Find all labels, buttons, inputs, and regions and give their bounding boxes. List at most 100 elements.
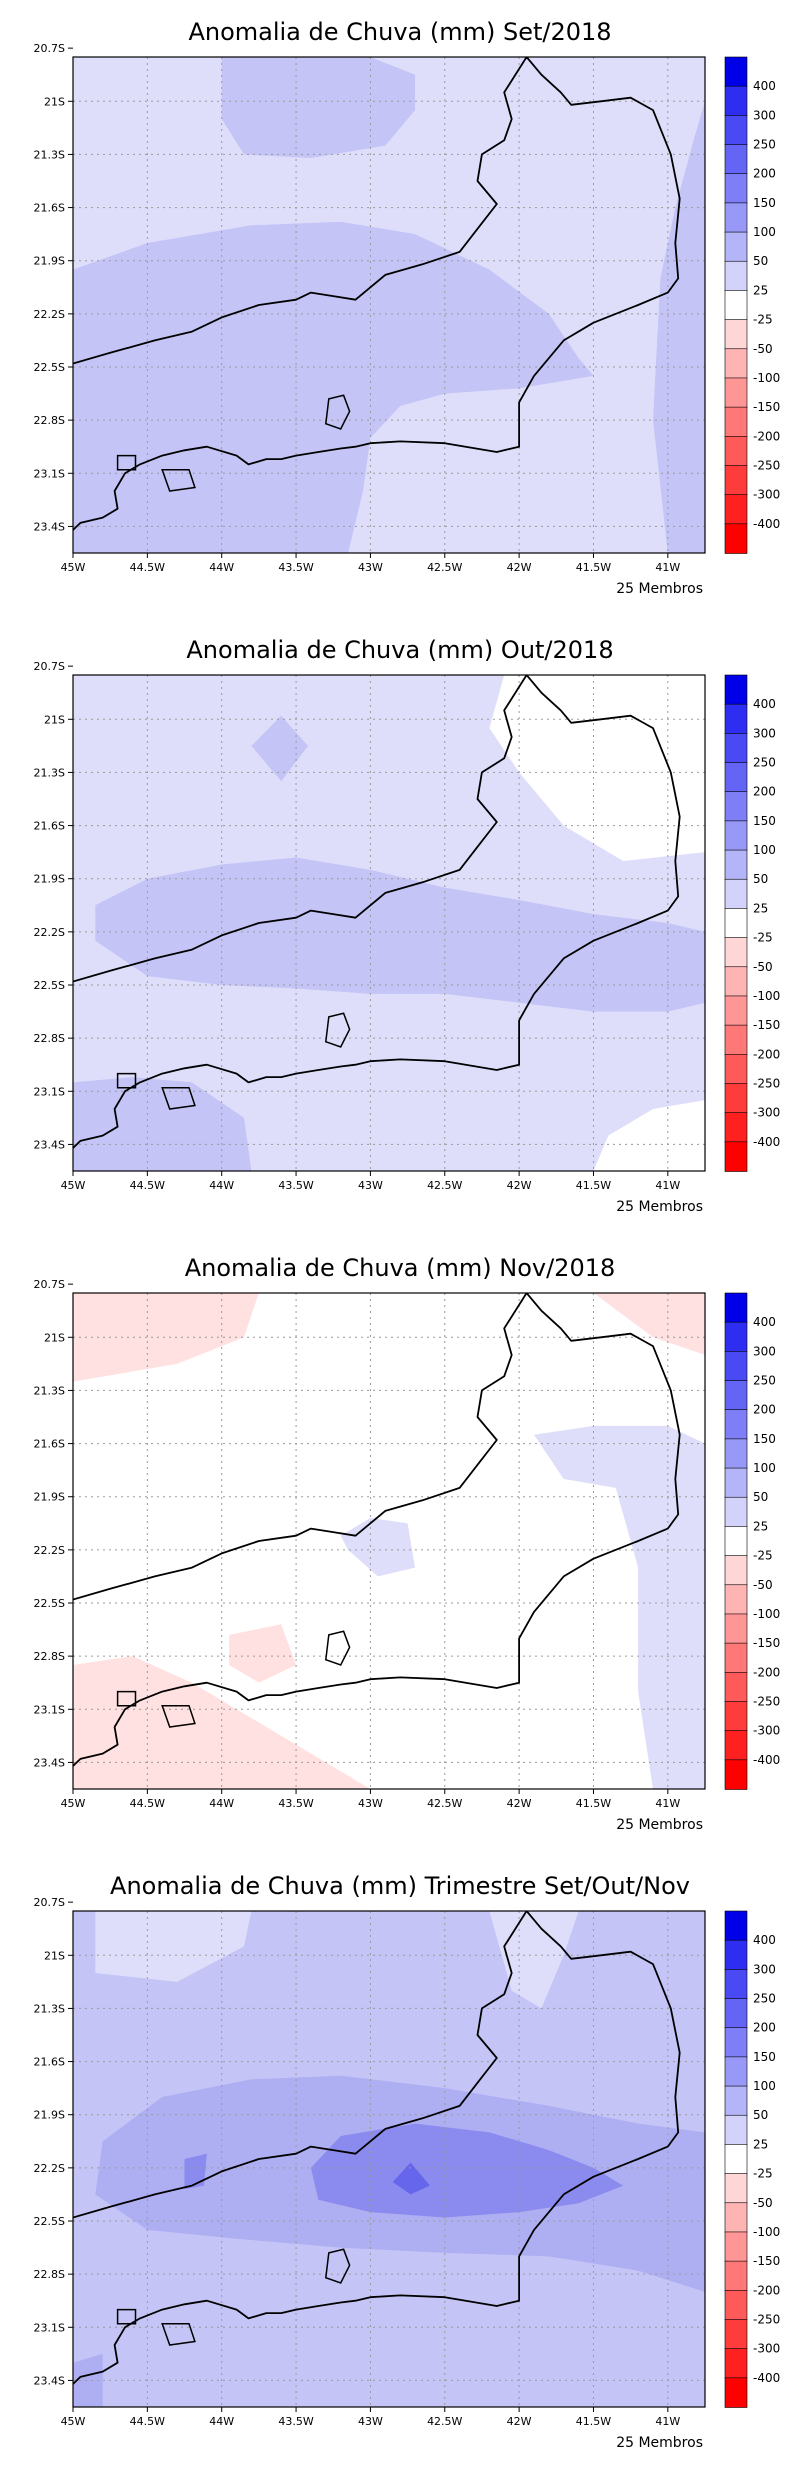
coastline xyxy=(73,1293,681,1767)
colorbar-swatch xyxy=(724,2289,748,2321)
colorbar-swatch xyxy=(724,937,748,968)
colorbar-swatch xyxy=(724,733,748,764)
colorbar-label: -100 xyxy=(753,989,780,1003)
lat-tick-label: 22.2S xyxy=(34,926,65,939)
colorbar-swatch xyxy=(724,231,748,263)
colorbar-label: -25 xyxy=(753,2167,773,2181)
lat-tick-label: 22.2S xyxy=(34,1544,65,1557)
map-title: Anomalia de Chuva (mm) Set/2018 xyxy=(188,18,611,46)
lon-tick-label: 44.5W xyxy=(130,1179,165,1192)
colorbar-label: 400 xyxy=(753,1933,776,1947)
colorbar-swatch xyxy=(724,1584,748,1615)
members-label: 25 Membros xyxy=(616,1199,703,1215)
anomaly-field xyxy=(73,1911,705,2407)
colorbar-swatch xyxy=(724,406,748,438)
lon-tick-label: 43W xyxy=(358,1179,383,1192)
lon-tick-label: 43.5W xyxy=(278,2415,313,2428)
colorbar: 400 300 250 200 150 100 50 25 -25 -50 -100 -150 -200… xyxy=(724,1910,780,2408)
coastline xyxy=(73,57,681,531)
colorbar-swatch xyxy=(724,377,748,408)
lat-tick-label: 22.2S xyxy=(34,308,65,321)
lon-tick-label: 42W xyxy=(507,561,532,574)
colorbar-swatch xyxy=(724,762,748,793)
colorbar-label: -400 xyxy=(753,517,780,531)
colorbar-label: -150 xyxy=(753,2254,780,2268)
colorbar-swatch xyxy=(724,2260,748,2292)
colorbar-swatch xyxy=(724,2085,748,2117)
colorbar-label: -400 xyxy=(753,1753,780,1767)
colorbar-swatch xyxy=(724,85,748,117)
colorbar: 400 300 250 200 150 100 50 25 -25 -50 -100 -150 -200… xyxy=(724,674,780,1172)
lon-tick-label: 42.5W xyxy=(427,1797,462,1810)
colorbar-label: -400 xyxy=(753,2371,780,2385)
colorbar-swatch xyxy=(724,260,748,292)
colorbar-swatch xyxy=(724,319,748,350)
anomaly-region xyxy=(73,1293,259,1382)
anomaly-region xyxy=(534,1425,705,1789)
lon-tick-label: 42.5W xyxy=(427,1179,462,1192)
colorbar-swatch xyxy=(724,2173,748,2204)
grid-lines xyxy=(73,675,705,1171)
lon-tick-label: 41.5W xyxy=(576,2415,611,2428)
colorbar-swatch xyxy=(724,791,748,822)
colorbar-swatch xyxy=(724,202,748,233)
lat-tick-label: 21.6S xyxy=(34,1438,65,1451)
lon-tick-label: 43.5W xyxy=(278,561,313,574)
lat-tick-label: 21.3S xyxy=(34,148,65,161)
map-panel-1: Anomalia de Chuva (mm) Set/2018 20.7S 21S 2… xyxy=(0,0,800,618)
colorbar-label: -200 xyxy=(753,429,780,443)
lat-tick-label: 21.3S xyxy=(34,766,65,779)
colorbar-swatch xyxy=(724,2319,748,2350)
colorbar-swatch xyxy=(724,1759,748,1790)
plot-frame xyxy=(72,1910,706,2408)
colorbar-swatch xyxy=(724,966,748,997)
lat-tick-label: 23.4S xyxy=(34,2374,65,2387)
plot-frame xyxy=(72,674,706,1172)
lat-tick-label: 23.4S xyxy=(34,520,65,533)
colorbar-label: -200 xyxy=(753,1665,780,1679)
colorbar-label: -100 xyxy=(753,371,780,385)
colorbar-swatch xyxy=(724,435,748,467)
lon-tick-label: 44W xyxy=(209,561,234,574)
colorbar-swatch xyxy=(724,1438,748,1469)
colorbar-label: -250 xyxy=(753,2312,780,2326)
lon-tick-label: 44.5W xyxy=(130,2415,165,2428)
colorbar-swatch xyxy=(724,144,748,175)
coastline xyxy=(73,675,681,1149)
lon-tick-label: 44W xyxy=(209,2415,234,2428)
colorbar-label: 150 xyxy=(753,814,776,828)
lat-tick-label: 22.8S xyxy=(34,1032,65,1045)
anomaly-region xyxy=(653,101,705,553)
colorbar-swatch xyxy=(724,2056,748,2087)
colorbar-swatch xyxy=(724,1555,748,1586)
colorbar-swatch xyxy=(724,2202,748,2233)
colorbar-label: -50 xyxy=(753,1578,773,1592)
lat-tick-label: 21.6S xyxy=(34,202,65,215)
colorbar-swatch xyxy=(724,1351,748,1382)
colorbar-swatch xyxy=(724,1380,748,1411)
grid-lines xyxy=(73,57,705,553)
lat-tick-label: 23.1S xyxy=(34,467,65,480)
lat-tick-label: 21S xyxy=(44,1331,65,1344)
lat-tick-label: 22.5S xyxy=(34,979,65,992)
lat-tick-label: 22.5S xyxy=(34,361,65,374)
colorbar-swatch xyxy=(724,115,748,146)
lon-tick-label: 41W xyxy=(655,561,680,574)
colorbar-label: -100 xyxy=(753,2225,780,2239)
colorbar-label: 50 xyxy=(753,872,768,886)
colorbar-label: 200 xyxy=(753,2021,776,2035)
lon-tick-label: 43W xyxy=(358,561,383,574)
lon-tick-label: 42.5W xyxy=(427,561,462,574)
colorbar-label: 25 xyxy=(753,901,768,915)
colorbar-label: 100 xyxy=(753,2079,776,2093)
colorbar-label: -150 xyxy=(753,400,780,414)
colorbar-swatch xyxy=(724,56,748,87)
colorbar-label: -50 xyxy=(753,2196,773,2210)
lon-tick-label: 41W xyxy=(655,1179,680,1192)
map-title: Anomalia de Chuva (mm) Trimestre Set/Out… xyxy=(110,1872,690,1900)
lat-tick-label: 21.9S xyxy=(34,1491,65,1504)
lat-tick-label: 21S xyxy=(44,1949,65,1962)
colorbar-swatch xyxy=(724,494,748,525)
colorbar-label: 200 xyxy=(753,167,776,181)
colorbar-swatch xyxy=(724,878,748,910)
